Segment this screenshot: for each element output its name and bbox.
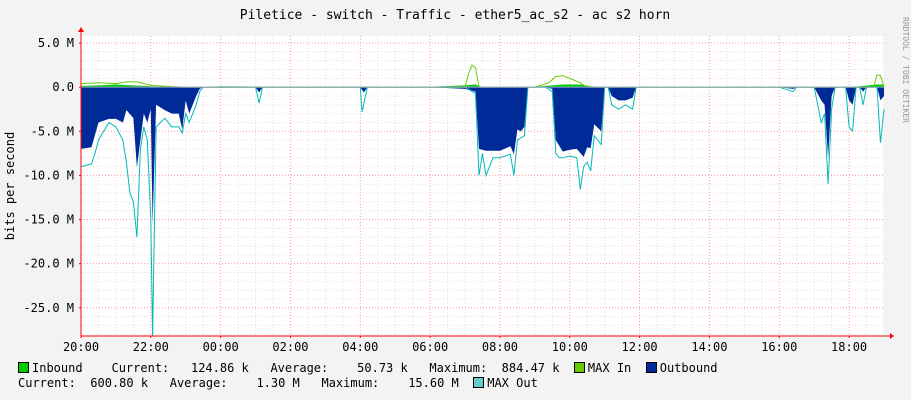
legend-row-outbound: Current: 600.80 k Average: 1.30 M Maximu… (18, 376, 538, 391)
traffic-chart: Piletice - switch - Traffic - ether5_ac_… (3, 8, 910, 354)
outbound-swatch (645, 362, 657, 373)
y-tick-label: -20.0 M (23, 257, 74, 271)
x-tick-label: 14:00 (691, 340, 727, 354)
y-tick-label: -15.0 M (23, 213, 74, 227)
x-tick-label: 06:00 (412, 340, 448, 354)
x-tick-label: 16:00 (761, 340, 797, 354)
legend-inbound-label: Inbound (32, 361, 83, 375)
x-tick-label: 12:00 (622, 340, 658, 354)
chart-title: Piletice - switch - Traffic - ether5_ac_… (240, 8, 670, 23)
max-out-line (80, 86, 885, 337)
rrdtool-credit: RRDTOOL / TOBI OETIKER (901, 17, 910, 123)
legend-in-maximum-label: Maximum: (429, 361, 488, 375)
legend-in-average-value: 50.73 k (357, 361, 408, 375)
max-in-swatch (573, 362, 585, 373)
x-axis-arrow (890, 333, 894, 339)
tick-labels: 20:00 22:00 00:00 02:00 04:00 06:00 08:00 10:00… (23, 36, 867, 354)
legend: Inbound Current: 124.86 k Average: 50.73… (0, 360, 911, 400)
x-tick-label: 08:00 (482, 340, 518, 354)
outbound-area (81, 87, 884, 225)
x-tick-label: 10:00 (552, 340, 588, 354)
y-tick-label: 5.0 M (38, 36, 74, 50)
legend-out-current-label: Current: (18, 376, 76, 390)
legend-in-maximum-value: 884.47 k (501, 361, 560, 375)
x-tick-label: 18:00 (831, 340, 867, 354)
y-axis-label: bits per second (3, 132, 17, 240)
legend-in-average-label: Average: (270, 361, 329, 375)
x-tick-label: 20:00 (63, 340, 99, 354)
legend-in-current-value: 124.86 k (190, 361, 249, 375)
inbound-swatch (18, 362, 29, 373)
y-tick-label: -10.0 M (23, 168, 74, 182)
legend-out-current-value: 600.80 k (90, 376, 149, 390)
legend-max-in-label: MAX In (587, 361, 632, 375)
x-tick-label: 02:00 (272, 340, 308, 354)
x-tick-label: 04:00 (342, 340, 378, 354)
x-tick-label: 22:00 (133, 340, 169, 354)
legend-out-maximum-value: 15.60 M (408, 376, 459, 390)
legend-row-inbound: Inbound Current: 124.86 k Average: 50.73… (18, 361, 718, 376)
legend-out-average-label: Average: (169, 376, 228, 390)
grid-lines (80, 36, 885, 336)
y-axis-arrow (78, 27, 84, 32)
legend-out-maximum-label: Maximum: (321, 376, 380, 390)
legend-max-out-label: MAX Out (487, 376, 538, 390)
legend-in-current-label: Current: (111, 361, 170, 375)
legend-out-average-value: 1.30 M (256, 376, 300, 390)
y-tick-label: 0.0 (52, 80, 74, 94)
y-tick-label: -25.0 M (23, 301, 74, 315)
x-tick-label: 00:00 (203, 340, 239, 354)
axes-layer (78, 27, 894, 339)
max-out-swatch (473, 377, 485, 388)
legend-outbound-label: Outbound (659, 361, 718, 375)
y-tick-label: -5.0 M (31, 124, 74, 138)
